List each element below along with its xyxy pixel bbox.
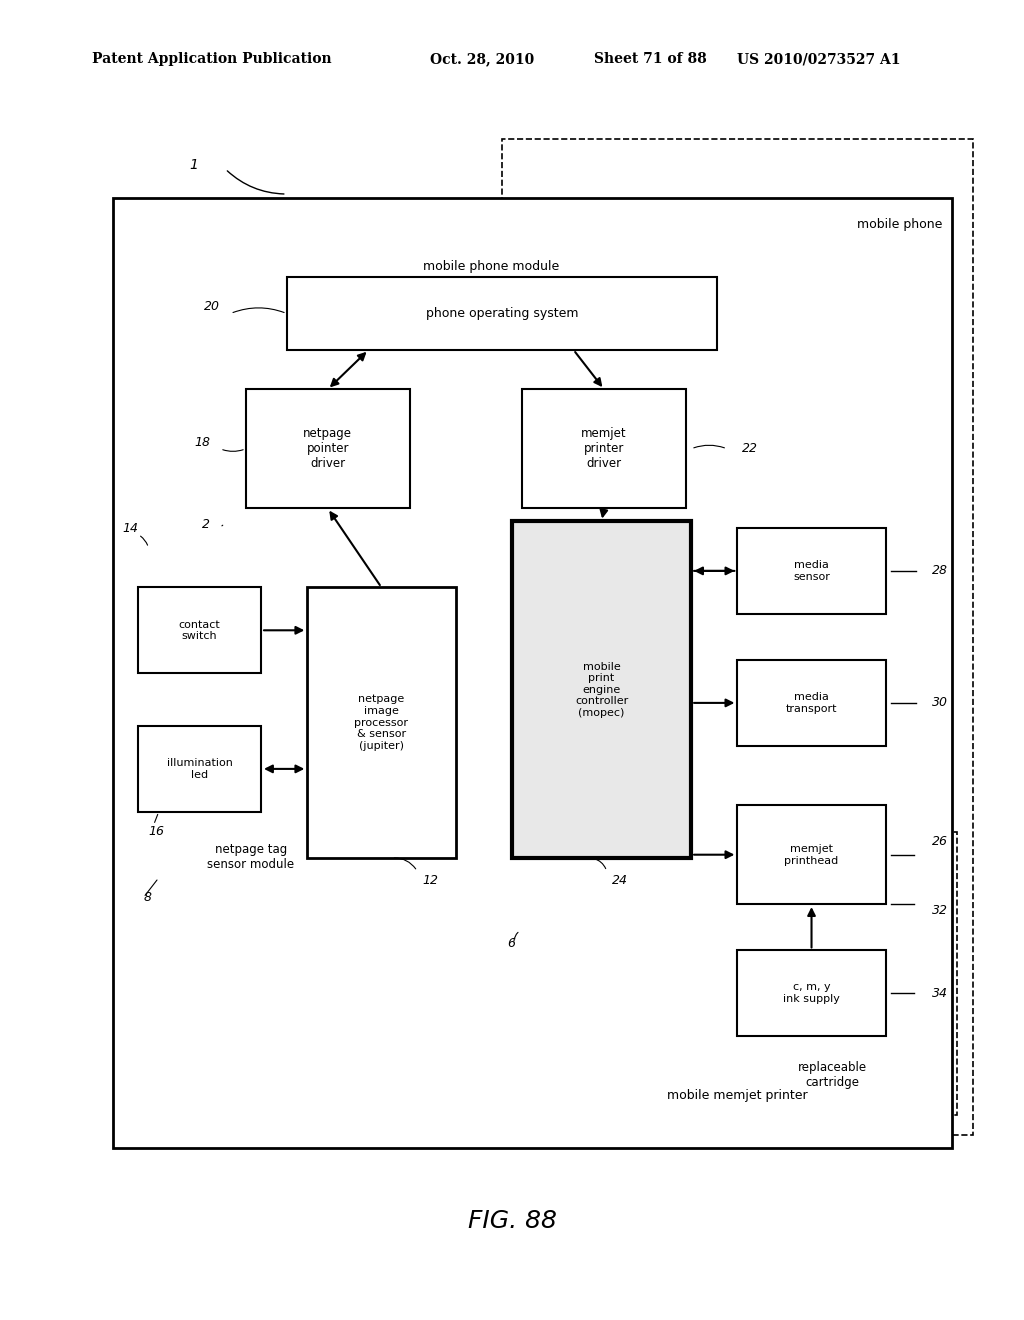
Text: 20: 20 [204,301,220,313]
Text: FIG. 88: FIG. 88 [468,1209,556,1233]
Text: Patent Application Publication: Patent Application Publication [92,53,332,66]
Text: 12: 12 [422,874,438,887]
Text: netpage
image
processor
& sensor
(jupiter): netpage image processor & sensor (jupite… [354,694,409,751]
Text: netpage
pointer
driver: netpage pointer driver [303,428,352,470]
Text: 22: 22 [742,442,759,455]
Text: 32: 32 [932,904,948,917]
Text: Oct. 28, 2010: Oct. 28, 2010 [430,53,535,66]
Text: Sheet 71 of 88: Sheet 71 of 88 [594,53,707,66]
Text: mobile memjet printer: mobile memjet printer [667,1089,808,1102]
Text: 2: 2 [202,517,210,531]
FancyBboxPatch shape [128,548,486,917]
Text: replaceable
cartridge: replaceable cartridge [798,1061,866,1089]
Text: memjet
printer
driver: memjet printer driver [582,428,627,470]
FancyBboxPatch shape [246,389,410,508]
Text: phone operating system: phone operating system [426,308,578,319]
Text: illumination
led: illumination led [167,758,232,780]
Text: 28: 28 [932,565,948,577]
Text: mobile phone module: mobile phone module [423,260,560,273]
Text: memjet
printhead: memjet printhead [784,843,839,866]
Text: media
sensor: media sensor [793,560,830,582]
FancyBboxPatch shape [707,832,957,1115]
Text: 18: 18 [194,436,210,449]
FancyBboxPatch shape [737,528,886,614]
FancyBboxPatch shape [138,726,261,812]
Text: 24: 24 [612,874,628,887]
Text: media
transport: media transport [785,692,838,714]
FancyBboxPatch shape [502,139,973,1135]
Text: 6: 6 [507,937,515,950]
Text: c, m, y
ink supply: c, m, y ink supply [783,982,840,1005]
Text: mobile phone: mobile phone [857,218,942,231]
FancyBboxPatch shape [138,587,261,673]
Text: 30: 30 [932,697,948,709]
Text: 14: 14 [123,521,139,535]
FancyBboxPatch shape [225,244,758,554]
Text: 1: 1 [189,158,199,172]
Text: contact
switch: contact switch [179,619,220,642]
Text: 16: 16 [148,825,165,838]
Text: US 2010/0273527 A1: US 2010/0273527 A1 [737,53,901,66]
Text: 26: 26 [932,836,948,847]
FancyBboxPatch shape [522,389,686,508]
FancyBboxPatch shape [512,521,691,858]
FancyBboxPatch shape [737,660,886,746]
Text: 8: 8 [143,891,152,904]
Text: netpage tag
sensor module: netpage tag sensor module [207,843,295,871]
FancyBboxPatch shape [287,277,717,350]
Text: 34: 34 [932,987,948,999]
Text: mobile
print
engine
controller
(mopec): mobile print engine controller (mopec) [574,661,629,718]
FancyBboxPatch shape [737,805,886,904]
FancyBboxPatch shape [307,587,456,858]
FancyBboxPatch shape [737,950,886,1036]
FancyBboxPatch shape [113,198,952,1148]
